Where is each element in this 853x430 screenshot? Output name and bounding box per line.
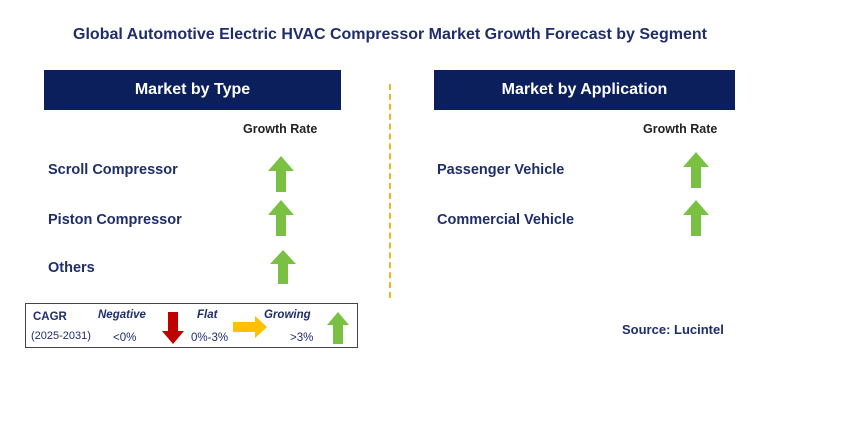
legend-growing-range: >3% bbox=[290, 332, 314, 344]
legend-flat-range: 0%-3% bbox=[191, 332, 229, 344]
flat-arrow-icon bbox=[233, 316, 267, 338]
application-row-label: Commercial Vehicle bbox=[437, 212, 575, 228]
legend-negative-label: Negative bbox=[98, 309, 146, 321]
cagr-legend: CAGR (2025-2031) Negative <0% Flat 0%-3%… bbox=[25, 303, 358, 348]
growing-arrow-icon bbox=[683, 152, 709, 188]
legend-growing-label: Growing bbox=[264, 309, 311, 321]
growing-arrow-icon bbox=[268, 156, 294, 192]
type-row-label: Piston Compressor bbox=[48, 212, 182, 228]
market-by-type-header: Market by Type bbox=[44, 70, 341, 110]
application-row-label: Passenger Vehicle bbox=[437, 162, 565, 178]
type-row-label: Others bbox=[48, 260, 95, 276]
source-note: Source: Lucintel bbox=[622, 322, 724, 337]
application-growth-rate-header: Growth Rate bbox=[643, 122, 718, 136]
legend-cagr-label: CAGR bbox=[33, 311, 67, 323]
chart-title: Global Automotive Electric HVAC Compress… bbox=[73, 26, 707, 43]
growing-arrow-icon bbox=[683, 200, 709, 236]
growing-arrow-icon bbox=[270, 250, 296, 284]
growing-arrow-icon bbox=[327, 312, 349, 344]
market-by-application-header: Market by Application bbox=[434, 70, 735, 110]
legend-flat-label: Flat bbox=[197, 309, 218, 321]
negative-arrow-icon bbox=[162, 312, 184, 344]
growing-arrow-icon bbox=[268, 200, 294, 236]
type-row-label: Scroll Compressor bbox=[48, 162, 178, 178]
panel-divider bbox=[389, 84, 391, 298]
legend-negative-range: <0% bbox=[113, 332, 137, 344]
legend-period: (2025-2031) bbox=[31, 330, 91, 342]
type-growth-rate-header: Growth Rate bbox=[243, 122, 318, 136]
